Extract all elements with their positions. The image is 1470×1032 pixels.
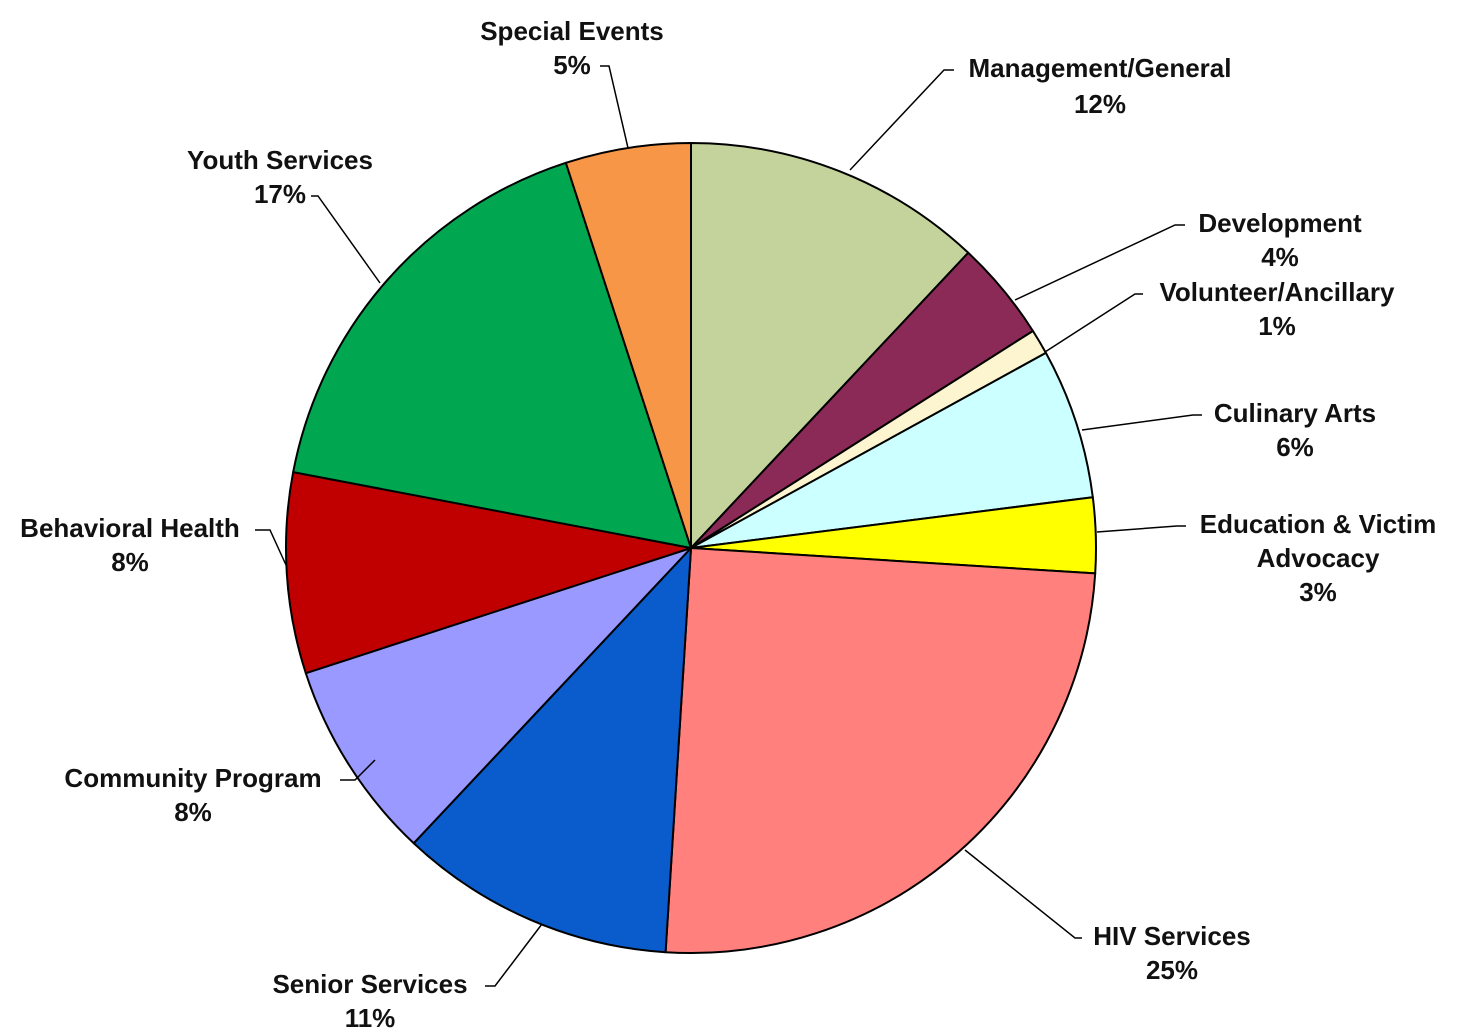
leader-line-youth-services (311, 195, 381, 284)
slice-name-volunteer-ancillary: Volunteer/Ancillary (1159, 277, 1395, 307)
slice-name-behavioral-health: Behavioral Health (20, 513, 240, 543)
slice-name-education-victim-advocacy: Education & Victim (1200, 509, 1436, 539)
slice-percent-education-victim-advocacy: 3% (1299, 577, 1337, 607)
slice-percent-special-events: 5% (553, 50, 591, 80)
slice-name-senior-services: Senior Services (272, 969, 467, 999)
slice-percent-development: 4% (1261, 242, 1299, 272)
leader-line-education-victim-advocacy (1096, 525, 1186, 533)
slice-label-education-victim-advocacy: Education & Victim Advocacy 3% (1200, 509, 1436, 607)
slice-name-youth-services: Youth Services (187, 145, 373, 175)
leader-lines (255, 65, 1202, 987)
pie-slice-culinary-arts (690, 351, 1094, 549)
slice-percent-youth-services: 17% (254, 179, 306, 209)
pie-slice-senior-services (412, 547, 692, 954)
leader-line-behavioral-health (255, 529, 287, 566)
slice-percent-volunteer-ancillary: 1% (1258, 311, 1296, 341)
slice-label-special-events: Special Events 5% (480, 16, 664, 80)
slice-label-hiv-services: HIV Services 25% (1093, 921, 1251, 985)
pie-slice-hiv-services (664, 547, 1097, 954)
slice-percent-community-program: 8% (174, 797, 212, 827)
slice-name-culinary-arts: Culinary Arts (1214, 398, 1376, 428)
slice-name-development: Development (1198, 208, 1362, 238)
slice-label-culinary-arts: Culinary Arts 6% (1214, 398, 1376, 462)
slice-name-education-victim-advocacy: Advocacy (1257, 543, 1380, 573)
pie-slice-youth-services (292, 161, 692, 549)
slice-name-hiv-services: HIV Services (1093, 921, 1251, 951)
pie-slice-behavioral-health (285, 471, 692, 675)
slice-percent-management-general: 12% (1074, 89, 1126, 119)
slice-label-volunteer-ancillary: Volunteer/Ancillary 1% (1159, 277, 1395, 341)
slice-label-management-general: Management/General 12% (969, 53, 1232, 119)
slice-label-development: Development 4% (1198, 208, 1362, 272)
slice-label-behavioral-health: Behavioral Health 8% (20, 513, 240, 577)
slice-label-community-program: Community Program 8% (64, 763, 321, 827)
slice-labels: Management/General 12% Development 4% Volunt… (20, 16, 1436, 1032)
leader-line-special-events (600, 65, 629, 149)
leader-line-hiv-services (964, 849, 1082, 939)
leader-line-volunteer-ancillary (1044, 293, 1143, 353)
slice-label-senior-services: Senior Services 11% (272, 969, 467, 1032)
slice-percent-culinary-arts: 6% (1276, 432, 1314, 462)
leader-line-senior-services (485, 923, 543, 987)
pie-slice-community-program (304, 547, 692, 845)
pie-slice-management-general (690, 142, 970, 549)
slice-name-management-general: Management/General (969, 53, 1232, 83)
leader-line-culinary-arts (1081, 414, 1202, 431)
slice-percent-hiv-services: 25% (1146, 955, 1198, 985)
leader-line-community-program (340, 759, 376, 781)
slice-percent-behavioral-health: 8% (111, 547, 149, 577)
slice-percent-senior-services: 11% (345, 1003, 396, 1032)
slice-name-special-events: Special Events (480, 16, 664, 46)
slice-name-community-program: Community Program (64, 763, 321, 793)
leader-line-management-general (849, 69, 954, 171)
slice-label-youth-services: Youth Services 17% (187, 145, 373, 209)
leader-line-development (1014, 224, 1185, 301)
pie-slices (285, 142, 1097, 954)
